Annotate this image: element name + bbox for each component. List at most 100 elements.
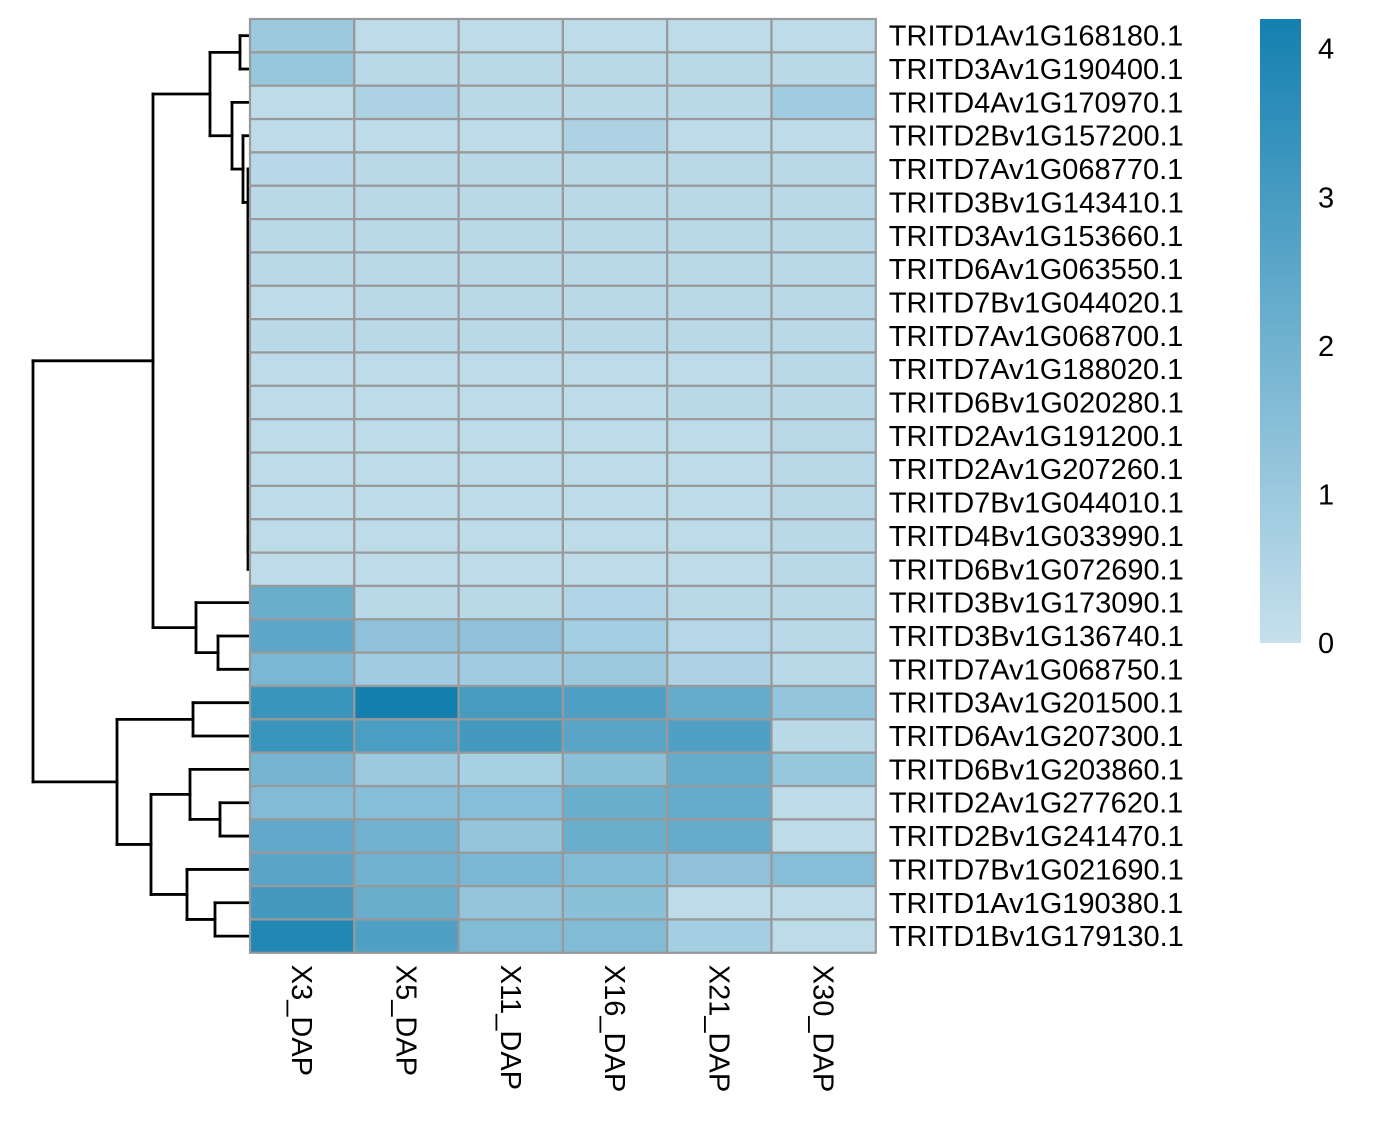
heatmap-cell xyxy=(666,684,773,721)
heatmap-cell xyxy=(666,518,773,554)
heatmap-cell xyxy=(666,251,773,287)
heatmap-cell xyxy=(666,918,773,954)
heatmap-cell xyxy=(561,684,669,721)
column-label: X30_DAP xyxy=(807,965,839,1092)
row-label: TRITD3Bv1G143410.1 xyxy=(889,187,1184,219)
heatmap-cell xyxy=(770,418,877,454)
heatmap-cell xyxy=(353,484,460,521)
heatmap-cell xyxy=(561,218,669,254)
heatmap-cell xyxy=(561,351,669,387)
row-label: TRITD6Bv1G072690.1 xyxy=(889,554,1184,586)
heatmap-cell xyxy=(561,251,669,287)
heatmap-cell xyxy=(561,318,669,354)
heatmap-cell xyxy=(770,818,877,854)
heatmap-cell xyxy=(770,84,877,121)
heatmap-cell xyxy=(353,651,460,688)
heatmap-cell xyxy=(353,518,460,554)
row-label: TRITD7Bv1G044010.1 xyxy=(889,488,1184,520)
legend-tick-label: 1 xyxy=(1318,479,1334,511)
heatmap-cell xyxy=(666,151,773,187)
heatmap-cell xyxy=(248,251,356,287)
row-label: TRITD6Av1G207300.1 xyxy=(889,721,1183,753)
legend-tick-label: 4 xyxy=(1318,34,1334,66)
heatmap-cell xyxy=(457,684,565,721)
heatmap-cell xyxy=(248,451,356,487)
heatmap-cell xyxy=(770,618,877,654)
heatmap-cell xyxy=(666,718,773,754)
color-legend: 0 1 2 3 4 xyxy=(1260,19,1334,660)
heatmap-cell xyxy=(353,384,460,421)
heatmap-cell xyxy=(457,17,565,54)
row-label: TRITD7Av1G068770.1 xyxy=(889,154,1183,186)
heatmap-cell xyxy=(353,151,460,187)
heatmap-cell xyxy=(248,684,356,721)
row-label: TRITD2Av1G191200.1 xyxy=(889,421,1183,453)
heatmap-cell xyxy=(248,318,356,354)
heatmap-cell xyxy=(248,718,356,754)
heatmap-cell xyxy=(561,518,669,554)
heatmap-cell xyxy=(353,17,460,54)
heatmap-cell xyxy=(666,17,773,54)
heatmap-cell xyxy=(353,117,460,154)
heatmap-cell xyxy=(666,851,773,888)
heatmap-cell xyxy=(561,284,669,321)
heatmap-cell xyxy=(457,351,565,387)
heatmap-cell xyxy=(248,484,356,521)
row-label: TRITD6Bv1G203860.1 xyxy=(889,754,1184,786)
heatmap-cell xyxy=(457,918,565,954)
heatmap-cell xyxy=(770,684,877,721)
heatmap-cell xyxy=(666,284,773,321)
row-label: TRITD2Bv1G241470.1 xyxy=(889,821,1184,853)
heatmap-cell xyxy=(666,451,773,487)
heatmap-cell xyxy=(248,51,356,87)
heatmap-cell xyxy=(561,184,669,221)
heatmap-cell xyxy=(666,584,773,621)
heatmap-cell xyxy=(666,784,773,821)
heatmap-cell xyxy=(353,251,460,287)
heatmap-cell xyxy=(561,51,669,87)
heatmap-cell xyxy=(666,484,773,521)
heatmap-cell xyxy=(353,584,460,621)
heatmap-cell xyxy=(457,151,565,187)
heatmap-cell xyxy=(248,884,356,921)
heatmap-cell xyxy=(457,518,565,554)
row-dendrogram xyxy=(31,34,252,938)
heatmap-cell xyxy=(770,184,877,221)
heatmap-cell xyxy=(666,84,773,121)
column-labels: X3_DAP X5_DAP X11_DAP X16_DAP X21_DAP X30_DAP xyxy=(285,965,839,1092)
heatmap-cell xyxy=(353,218,460,254)
heatmap-cell xyxy=(248,117,356,154)
heatmap-cell xyxy=(666,651,773,688)
heatmap-cell xyxy=(770,651,877,688)
heatmap-cell xyxy=(666,117,773,154)
heatmap-cell xyxy=(561,584,669,621)
heatmap-cell xyxy=(770,851,877,888)
heatmap-cell xyxy=(353,84,460,121)
heatmap-cell xyxy=(770,484,877,521)
heatmap-cell xyxy=(457,284,565,321)
heatmap-cell xyxy=(561,651,669,688)
heatmap-cell xyxy=(457,884,565,921)
heatmap-cell xyxy=(770,784,877,821)
column-label: X11_DAP xyxy=(494,965,526,1090)
heatmap-cell xyxy=(666,351,773,387)
heatmap-cell xyxy=(666,884,773,921)
heatmap-cell xyxy=(666,384,773,421)
heatmap-cell xyxy=(457,818,565,854)
heatmap-cell xyxy=(666,51,773,87)
heatmap-cell xyxy=(770,351,877,387)
heatmap-cell xyxy=(248,351,356,387)
heatmap-cell xyxy=(561,551,669,588)
heatmap-cell xyxy=(561,151,669,187)
heatmap-cell xyxy=(457,718,565,754)
row-label: TRITD7Av1G068700.1 xyxy=(889,321,1183,353)
heatmap-cell xyxy=(561,718,669,754)
heatmap-cell xyxy=(561,418,669,454)
heatmap-cell xyxy=(248,418,356,454)
heatmap-cell xyxy=(666,551,773,588)
heatmap-cell xyxy=(248,851,356,888)
row-label: TRITD7Av1G068750.1 xyxy=(889,654,1183,686)
row-label: TRITD3Av1G190400.1 xyxy=(889,54,1183,86)
heatmap-cell xyxy=(561,818,669,854)
